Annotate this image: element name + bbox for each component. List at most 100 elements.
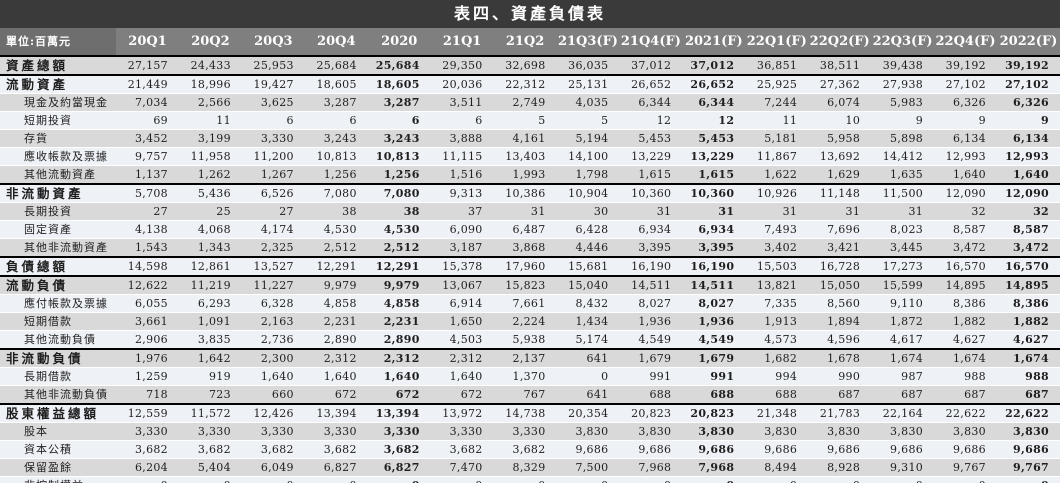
table-cell: 9 (871, 111, 935, 130)
table-cell: 7,493 (745, 220, 809, 239)
table-row: 其他非流動負債 718 723 660 672 672 672 767 641 688 688 688… (0, 385, 1060, 405)
table-cell: 37,012 (619, 55, 683, 76)
table-cell: 3,330 (493, 422, 557, 441)
table-cell: 1,894 (808, 312, 872, 331)
table-cell: 3,682 (178, 440, 242, 459)
table-cell: 14,511 (619, 275, 683, 295)
table-cell: 3,187 (430, 238, 494, 258)
table-cell: 3,888 (430, 129, 494, 148)
row-label: 長期借款 (0, 367, 117, 386)
table-cell: 9 (934, 111, 997, 130)
table-cell: 4,161 (493, 129, 557, 148)
table-cell: 11,115 (430, 147, 494, 166)
table-cell: 18,605 (304, 74, 368, 94)
table-cell: 0 (556, 367, 620, 386)
table-cell: 26,652 (682, 74, 746, 94)
table-cell: 9 (996, 111, 1060, 130)
table-cell: 30 (556, 202, 620, 221)
table-cell: 6,526 (241, 183, 305, 203)
column-header-2020: 2020 (367, 28, 431, 57)
table-cell: 4,596 (808, 330, 872, 350)
table-row: 應收帳款及票據 9,757 11,958 11,200 10,813 10,813 11,1… (0, 147, 1060, 166)
table-cell: 19,427 (241, 74, 305, 94)
table-cell: 14,895 (934, 275, 997, 295)
column-header-22q1f: 22Q1(F) (745, 28, 809, 57)
table-cell: 27,362 (808, 74, 872, 94)
table-cell: 2,736 (241, 330, 305, 350)
table-cell: 32 (934, 202, 997, 221)
table-cell: 38 (304, 202, 368, 221)
table-cell: 8,027 (682, 294, 746, 313)
table-cell: 9,686 (619, 440, 683, 459)
table-cell: 4,530 (367, 220, 431, 239)
table-cell: 672 (304, 385, 368, 405)
table-cell: 3,830 (808, 422, 872, 441)
table-cell: 3,330 (116, 422, 179, 441)
table-cell: 1,640 (430, 367, 494, 386)
table-cell: 38,511 (808, 55, 872, 76)
table-row: 流動資產 21,449 18,996 19,427 18,605 18,605 20,036… (0, 74, 1060, 94)
table-cell: 17,273 (871, 256, 935, 277)
table-cell: 17,960 (493, 256, 557, 277)
table-cell: 10,813 (367, 147, 431, 166)
table-row: 長期投資 27 25 27 38 38 37 31 30 31 31 31 31 31 32 32 (0, 202, 1060, 221)
table-cell: 12 (619, 111, 683, 130)
table-cell: 1,640 (367, 367, 431, 386)
table-cell: 31 (808, 202, 872, 221)
table-cell: 2,224 (493, 312, 557, 331)
table-cell: 3,830 (934, 422, 997, 441)
table-cell: 0 (619, 476, 683, 483)
table-cell: 13,067 (430, 275, 494, 295)
table-cell: 25 (178, 202, 242, 221)
table-cell: 6,326 (996, 93, 1060, 112)
table-cell: 687 (996, 385, 1060, 405)
table-cell: 2,163 (241, 312, 305, 331)
table-cell: 8,386 (996, 294, 1060, 313)
table-cell: 2,231 (367, 312, 431, 331)
table-cell: 3,330 (241, 129, 305, 148)
table-cell: 988 (996, 367, 1060, 386)
table-cell: 4,174 (241, 220, 305, 239)
table-cell: 10,360 (619, 183, 683, 203)
table-cell: 3,287 (367, 93, 431, 112)
table-cell: 9,686 (745, 440, 809, 459)
table-cell: 14,598 (116, 256, 179, 277)
table-cell: 0 (745, 476, 809, 483)
table-cell: 1,798 (556, 165, 620, 185)
table-cell: 5,194 (556, 129, 620, 148)
table-cell: 7,080 (304, 183, 368, 203)
table-cell: 3,287 (304, 93, 368, 112)
table-cell: 6,827 (304, 458, 368, 477)
table-cell: 5,404 (178, 458, 242, 477)
table-cell: 8,928 (808, 458, 872, 477)
table-cell: 1,615 (682, 165, 746, 185)
column-header-22q2f: 22Q2(F) (808, 28, 872, 57)
table-title: 表四、資產負債表 (0, 0, 1060, 28)
table-cell: 3,452 (116, 129, 179, 148)
table-row: 資本公積 3,682 3,682 3,682 3,682 3,682 3,682 3,682 9… (0, 440, 1060, 459)
table-cell: 37,012 (682, 55, 746, 76)
table-cell: 3,830 (619, 422, 683, 441)
table-cell: 1,936 (682, 312, 746, 331)
table-cell: 4,138 (116, 220, 179, 239)
table-cell: 1,679 (682, 348, 746, 368)
table-cell: 3,511 (430, 93, 494, 112)
table-cell: 0 (934, 476, 997, 483)
table-cell: 3,243 (367, 129, 431, 148)
table-cell: 1,993 (493, 165, 557, 185)
table-cell: 2,512 (304, 238, 368, 258)
table-cell: 6,293 (178, 294, 242, 313)
table-cell: 27 (241, 202, 305, 221)
table-cell: 3,625 (241, 93, 305, 112)
table-cell: 1,267 (241, 165, 305, 185)
table-cell: 1,434 (556, 312, 620, 331)
table-cell: 16,570 (934, 256, 997, 277)
table-cell: 3,682 (116, 440, 179, 459)
table-cell: 3,243 (304, 129, 368, 148)
table-cell: 3,395 (619, 238, 683, 258)
row-label: 其他流動資產 (0, 165, 117, 185)
table-cell: 688 (745, 385, 809, 405)
table-cell: 687 (871, 385, 935, 405)
table-cell: 9,686 (996, 440, 1060, 459)
table-cell: 27,102 (934, 74, 997, 94)
